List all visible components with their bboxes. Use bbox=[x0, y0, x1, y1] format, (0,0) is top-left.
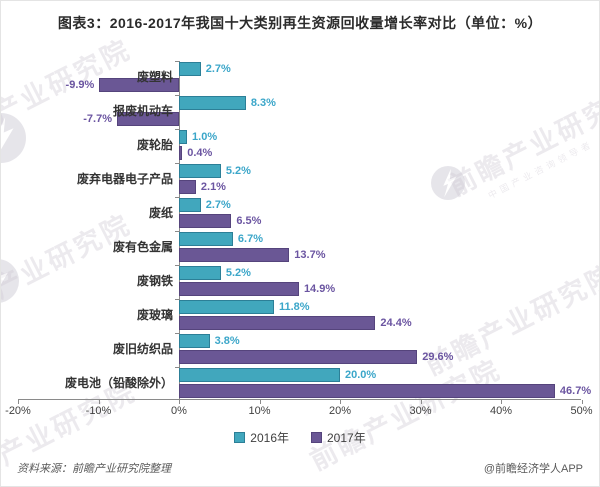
bar-2017年 bbox=[179, 248, 290, 262]
legend-swatch-2016 bbox=[234, 432, 246, 443]
bar-2016年 bbox=[179, 198, 201, 212]
value-label: 1.0% bbox=[192, 131, 218, 143]
bar-2016年 bbox=[179, 368, 340, 382]
value-label: 2.1% bbox=[200, 181, 226, 193]
category-axis-tick bbox=[175, 231, 179, 232]
bar-2016年 bbox=[179, 62, 201, 76]
source-note: 资料来源：前瞻产业研究院整理 bbox=[17, 463, 171, 475]
legend-item-2016: 2016年 bbox=[234, 429, 289, 446]
legend: 2016年 2017年 bbox=[1, 429, 599, 446]
bar-2017年 bbox=[117, 112, 179, 126]
bar-2017年 bbox=[179, 350, 418, 364]
x-tick-label: 20% bbox=[328, 405, 352, 417]
category-axis-tick bbox=[175, 61, 179, 62]
bar-2016年 bbox=[179, 300, 274, 314]
bar-2017年 bbox=[179, 180, 196, 194]
x-axis-tick bbox=[18, 400, 19, 404]
legend-swatch-2017 bbox=[311, 432, 322, 443]
bar-2016年 bbox=[179, 266, 221, 280]
category-axis-tick bbox=[175, 265, 179, 266]
value-label: 29.6% bbox=[422, 351, 454, 363]
category-axis-tick bbox=[175, 129, 179, 130]
legend-label-2016: 2016年 bbox=[250, 431, 289, 445]
category-label: 废塑料 bbox=[136, 70, 173, 84]
bar-2016年 bbox=[179, 130, 188, 144]
category-axis-tick bbox=[175, 333, 179, 334]
x-axis-tick bbox=[179, 400, 180, 404]
value-label: 11.8% bbox=[278, 301, 310, 313]
bar-2017年 bbox=[99, 78, 179, 92]
bar-2017年 bbox=[179, 282, 299, 296]
value-label: 3.8% bbox=[214, 335, 240, 347]
x-tick-label: 30% bbox=[409, 405, 432, 417]
category-axis-tick bbox=[175, 163, 179, 164]
category-axis-tick bbox=[175, 95, 179, 96]
x-tick-label: -10% bbox=[85, 405, 112, 417]
value-label: 2.7% bbox=[205, 199, 231, 211]
legend-label-2017: 2017年 bbox=[327, 431, 366, 445]
value-label: 6.7% bbox=[237, 233, 263, 245]
category-label: 废轮胎 bbox=[136, 138, 173, 152]
x-axis-line bbox=[18, 399, 581, 400]
value-label: 0.4% bbox=[187, 147, 213, 159]
value-label: 5.2% bbox=[225, 267, 251, 279]
chart-title: 图表3：2016-2017年我国十大类别再生资源回收量增长率对比（单位：%） bbox=[57, 15, 543, 31]
x-tick-label: -20% bbox=[5, 405, 31, 417]
x-axis-tick bbox=[259, 400, 261, 404]
bar-2016年 bbox=[179, 164, 221, 178]
category-label: 废电池（铅酸除外） bbox=[64, 376, 173, 390]
x-axis-tick bbox=[98, 400, 100, 404]
x-tick-label: 10% bbox=[248, 405, 271, 417]
bar-2016年 bbox=[179, 334, 210, 348]
category-label: 废旧纺织品 bbox=[112, 342, 173, 356]
x-tick-label: 40% bbox=[489, 405, 513, 417]
value-label: -9.9% bbox=[65, 79, 95, 91]
x-tick-label: 0% bbox=[171, 405, 187, 417]
x-axis-tick bbox=[420, 400, 422, 404]
value-label: 8.3% bbox=[250, 97, 276, 109]
category-label: 废有色金属 bbox=[112, 240, 173, 254]
category-axis-tick bbox=[175, 197, 179, 198]
category-label: 废玻璃 bbox=[136, 308, 173, 322]
value-label: 13.7% bbox=[294, 249, 326, 261]
category-axis-tick bbox=[175, 299, 179, 300]
value-label: 46.7% bbox=[559, 385, 592, 397]
category-axis-tick bbox=[175, 367, 179, 368]
bar-2017年 bbox=[179, 214, 232, 228]
value-label: 2.7% bbox=[205, 63, 231, 75]
bar-2017年 bbox=[179, 384, 555, 398]
category-label: 报废机动车 bbox=[112, 104, 173, 118]
footer: 资料来源：前瞻产业研究院整理 @前瞻经济学人APP bbox=[1, 460, 599, 476]
credit-note: @前瞻经济学人APP bbox=[483, 463, 583, 475]
x-axis-tick bbox=[581, 400, 583, 404]
category-label: 废钢铁 bbox=[136, 274, 173, 288]
bar-2017年 bbox=[179, 146, 183, 160]
bar-2017年 bbox=[179, 316, 376, 330]
bar-2016年 bbox=[179, 96, 246, 110]
category-label: 废弃电器电子产品 bbox=[76, 172, 173, 186]
bar-2016年 bbox=[179, 232, 233, 246]
value-label: 20.0% bbox=[345, 369, 377, 381]
category-label: 废纸 bbox=[148, 206, 173, 220]
x-tick-label: 50% bbox=[570, 405, 593, 417]
category-axis-line bbox=[179, 61, 180, 399]
x-axis-tick bbox=[340, 400, 341, 404]
value-label: -7.7% bbox=[83, 113, 112, 125]
legend-item-2017: 2017年 bbox=[311, 429, 366, 446]
value-label: 5.2% bbox=[225, 165, 251, 177]
x-axis-tick bbox=[501, 400, 502, 404]
value-label: 24.4% bbox=[380, 317, 412, 329]
value-label: 6.5% bbox=[236, 215, 262, 227]
value-label: 14.9% bbox=[303, 283, 336, 295]
